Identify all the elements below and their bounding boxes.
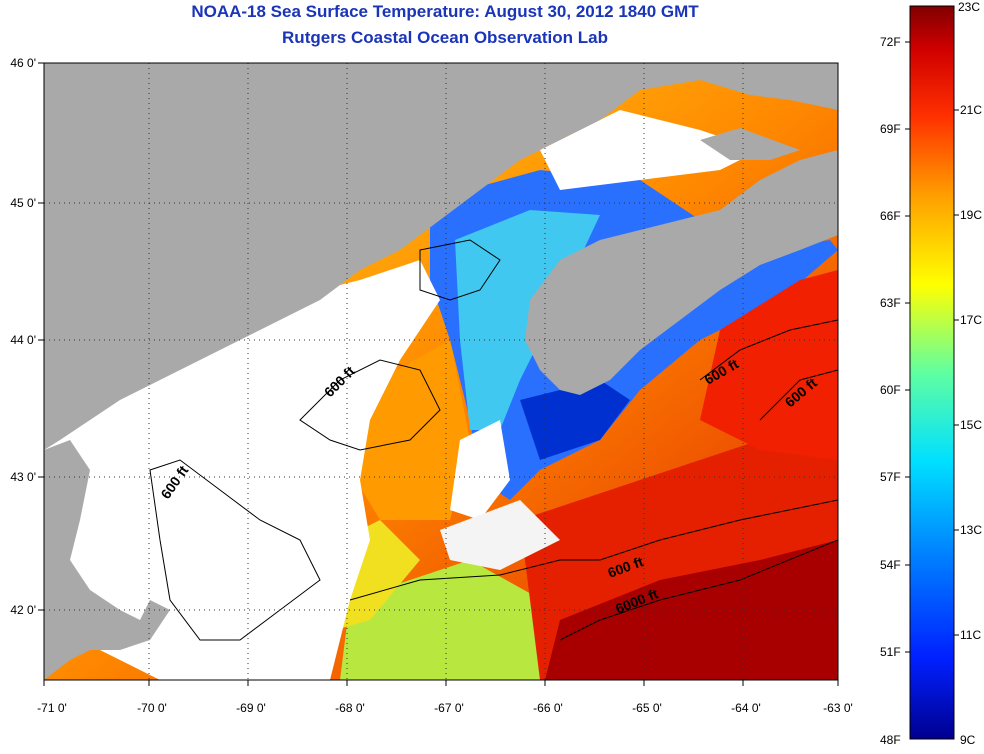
sst-patch-hot-darkred (545, 540, 838, 680)
colorbar-c-label: 17C (960, 313, 982, 327)
cloud-cover-north (540, 110, 760, 190)
colorbar-c-label: 21C (960, 103, 982, 117)
lat-label: 44 0' (10, 333, 36, 347)
sst-patch-deep-blue (520, 380, 630, 460)
colorbar-f-label: 48F (880, 733, 901, 747)
lat-label: 43 0' (10, 470, 36, 484)
sst-patch-red-ne (700, 270, 838, 460)
contour-600ft-ne2 (759, 369, 838, 421)
colorbar-c-label: 13C (960, 523, 982, 537)
latitude-labels: 46 0' 45 0' 44 0' 43 0' 42 0' (10, 56, 36, 617)
colorbar-f-label: 51F (880, 645, 901, 659)
contour-600ft-1 (149, 459, 321, 641)
colorbar-f-label: 69F (880, 122, 901, 136)
title-line-1: NOAA-18 Sea Surface Temperature: August … (191, 2, 699, 21)
lon-label: -66 0' (533, 701, 563, 715)
land-island (700, 128, 800, 160)
cloud-cover-patch (450, 420, 510, 520)
lon-label: -67 0' (434, 701, 464, 715)
lon-label: -71 0' (37, 701, 67, 715)
colorbar-c-label: 15C (960, 418, 982, 432)
land-mainland-north (44, 63, 838, 450)
contour-6000ft (559, 539, 838, 641)
colorbar-f-label: 72F (880, 35, 901, 49)
colorbar-c-label: 9C (960, 733, 976, 747)
land-massachusetts (44, 440, 170, 680)
colorbar-fahrenheit-labels: 72F 69F 66F 63F 60F 57F 54F 51F 48F (880, 35, 901, 747)
map-area: 600 ft 600 ft 600 ft 600 ft 600 ft 6000 … (44, 63, 838, 680)
land-nova-scotia (525, 150, 838, 395)
longitude-labels: -71 0' -70 0' -69 0' -68 0' -67 0' -66 0… (37, 701, 853, 715)
lon-label: -63 0' (823, 701, 853, 715)
colorbar-c-label: 19C (960, 208, 982, 222)
colorbar (909, 5, 955, 740)
colorbar-celsius-labels: 23C 21C 19C 17C 15C 13C 11C 9C (958, 0, 982, 747)
colorbar-f-label: 54F (880, 558, 901, 572)
axis-ticks (38, 62, 839, 686)
colorbar-c-label: 23C (958, 0, 980, 14)
contour-600ft-2 (299, 359, 441, 451)
contour-200m (349, 499, 838, 601)
colorbar-ticks (905, 41, 959, 653)
lon-label: -65 0' (632, 701, 662, 715)
contour-600ft-fundy (419, 239, 501, 301)
contour-600ft-ne (699, 319, 838, 381)
colorbar-f-label: 63F (880, 296, 901, 310)
lat-label: 46 0' (10, 56, 36, 70)
cloud-cover-patch-2 (440, 500, 560, 570)
lat-label: 42 0' (10, 603, 36, 617)
lon-label: -69 0' (236, 701, 266, 715)
lon-label: -70 0' (137, 701, 167, 715)
depth-contours (149, 239, 838, 641)
colorbar-f-label: 66F (880, 209, 901, 223)
lon-label: -64 0' (731, 701, 761, 715)
colorbar-c-label: 11C (960, 628, 981, 642)
colorbar-f-label: 60F (880, 383, 901, 397)
lon-label: -68 0' (335, 701, 365, 715)
map-border (43, 62, 839, 681)
title-line-2: Rutgers Coastal Ocean Observation Lab (282, 28, 608, 47)
lat-label: 45 0' (10, 196, 36, 210)
colorbar-f-label: 57F (880, 470, 901, 484)
